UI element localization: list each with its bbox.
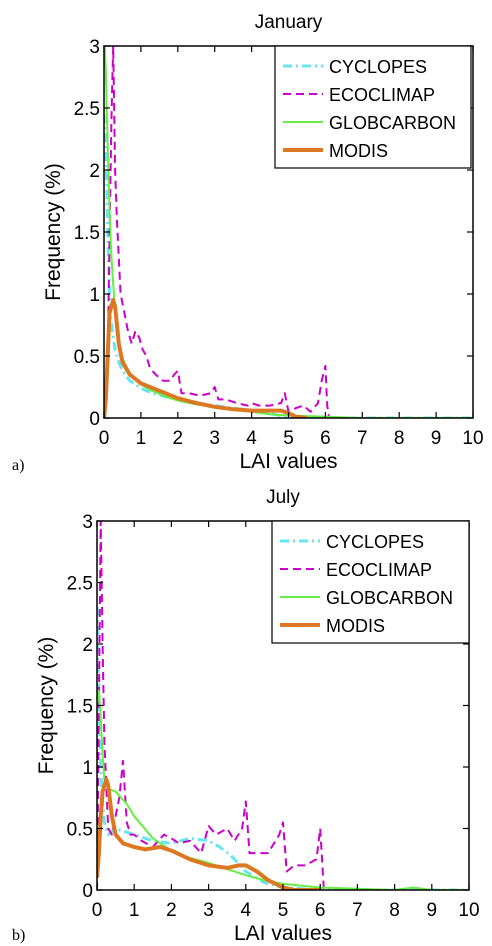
x-tick-label: 0 — [92, 900, 103, 921]
x-tick-label: 5 — [278, 900, 289, 921]
legend-label-globcarbon: GLOBCARBON — [329, 113, 456, 133]
x-tick-label: 8 — [394, 428, 405, 449]
y-tick-label: 3 — [89, 37, 100, 58]
x-tick-label: 1 — [129, 900, 140, 921]
y-tick-label: 2 — [89, 161, 100, 182]
panel-label: a) — [12, 457, 24, 474]
legend-label-cyclopes: CYCLOPES — [329, 57, 427, 77]
series-line-ecoclimap — [104, 46, 331, 418]
panel-label: b) — [12, 927, 25, 944]
x-tick-label: 9 — [431, 428, 442, 449]
legend: CYCLOPES ECOCLIMAP GLOBCARBON MODIS — [274, 45, 472, 169]
x-tick-label: 3 — [203, 900, 214, 921]
legend-label-ecoclimap: ECOCLIMAP — [329, 85, 435, 105]
y-tick-label: 0 — [89, 409, 100, 430]
series-group — [97, 521, 469, 890]
x-tick-label: 10 — [458, 900, 479, 921]
y-tick-label: 0.5 — [74, 347, 100, 368]
x-tick-label: 2 — [166, 900, 177, 921]
legend-label-cyclopes: CYCLOPES — [326, 532, 424, 552]
series-line-modis — [97, 777, 321, 890]
y-tick-label: 1 — [82, 758, 93, 779]
series-group — [104, 46, 473, 418]
chart-title: July — [266, 487, 300, 508]
x-axis-label: LAI values — [234, 922, 332, 945]
x-axis-label: LAI values — [239, 450, 337, 473]
x-tick-label: 3 — [209, 428, 220, 449]
y-tick-label: 0 — [82, 881, 93, 902]
y-tick-label: 1 — [89, 285, 100, 306]
y-tick-label: 3 — [82, 512, 93, 533]
y-tick-label: 1.5 — [74, 223, 100, 244]
x-tick-label: 9 — [427, 900, 438, 921]
legend-label-ecoclimap: ECOCLIMAP — [326, 560, 432, 580]
x-tick-label: 4 — [246, 428, 257, 449]
y-axis-label: Frequency (%) — [42, 163, 65, 301]
y-tick-label: 2.5 — [67, 574, 93, 595]
x-tick-label: 0 — [99, 428, 110, 449]
x-tick-label: 6 — [320, 428, 331, 449]
x-tick-label: 1 — [136, 428, 147, 449]
x-tick-label: 6 — [315, 900, 326, 921]
series-line-modis — [104, 298, 308, 418]
panel-july: July 0 1 2 3 4 5 6 7 8 9 10 0 0.5 1 1.5 2 2.5 3 LAI values F… — [12, 487, 480, 945]
x-tick-label: 8 — [389, 900, 400, 921]
x-tick-label: 5 — [283, 428, 294, 449]
legend-label-globcarbon: GLOBCARBON — [326, 588, 453, 608]
y-tick-label: 2.5 — [74, 99, 100, 120]
x-tick-label: 7 — [352, 900, 363, 921]
legend-label-modis: MODIS — [326, 616, 385, 636]
series-line-cyclopes — [97, 607, 469, 890]
series-line-ecoclimap — [97, 521, 325, 890]
series-line-cyclopes — [104, 114, 473, 418]
panel-january: January 0 1 2 3 4 5 6 7 8 9 10 0 0.5 1 1.5 2 2.5 3 LAI valu… — [12, 12, 484, 474]
series-line-globcarbon — [97, 689, 469, 890]
x-tick-label: 4 — [241, 900, 252, 921]
y-tick-label: 0.5 — [67, 820, 93, 841]
x-tick-label: 2 — [173, 428, 184, 449]
y-tick-label: 2 — [82, 635, 93, 656]
legend-label-modis: MODIS — [329, 141, 388, 161]
chart-title: January — [255, 12, 323, 33]
series-line-globcarbon — [104, 46, 473, 418]
y-axis-label: Frequency (%) — [35, 637, 58, 775]
y-tick-label: 1.5 — [67, 697, 93, 718]
legend: CYCLOPES ECOCLIMAP GLOBCARBON MODIS — [271, 520, 470, 644]
x-tick-label: 7 — [357, 428, 368, 449]
x-tick-label: 10 — [462, 428, 483, 449]
